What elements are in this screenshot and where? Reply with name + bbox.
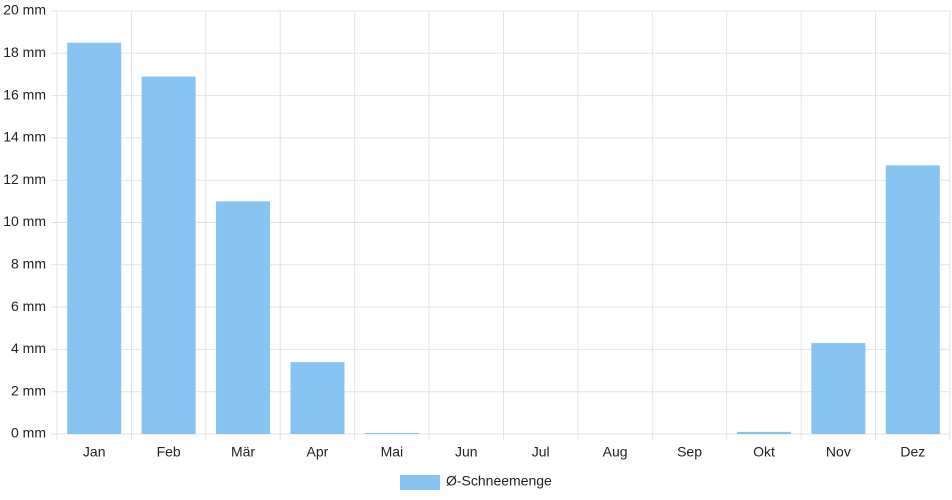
x-tick-label: Apr	[307, 444, 329, 460]
y-tick-label: 20 mm	[3, 2, 46, 18]
bar	[736, 431, 791, 434]
x-tick-label: Jul	[532, 444, 550, 460]
y-tick-label: 8 mm	[11, 256, 46, 272]
bar	[885, 165, 940, 434]
bar	[216, 201, 271, 434]
x-tick-label: Nov	[826, 444, 851, 460]
y-tick-label: 6 mm	[11, 298, 46, 314]
x-tick-label: Mai	[381, 444, 404, 460]
x-tick-label: Mär	[231, 444, 255, 460]
x-tick-label: Okt	[753, 444, 775, 460]
y-tick-label: 4 mm	[11, 340, 46, 356]
y-tick-label: 12 mm	[3, 171, 46, 187]
bar	[141, 76, 196, 434]
bar	[290, 362, 345, 434]
y-tick-label: 16 mm	[3, 86, 46, 102]
y-tick-label: 10 mm	[3, 213, 46, 229]
legend-label: Ø-Schneemenge	[446, 473, 552, 489]
x-tick-label: Dez	[900, 444, 925, 460]
bar	[364, 432, 419, 434]
y-tick-label: 18 mm	[3, 44, 46, 60]
x-tick-label: Sep	[677, 444, 702, 460]
bar	[67, 42, 122, 434]
y-tick-label: 2 mm	[11, 382, 46, 398]
x-tick-label: Jun	[455, 444, 478, 460]
y-tick-label: 0 mm	[11, 425, 46, 441]
x-tick-label: Feb	[157, 444, 181, 460]
y-tick-label: 14 mm	[3, 129, 46, 145]
x-tick-label: Aug	[603, 444, 628, 460]
legend-swatch	[400, 475, 440, 490]
x-tick-label: Jan	[83, 444, 106, 460]
bar	[811, 343, 866, 434]
